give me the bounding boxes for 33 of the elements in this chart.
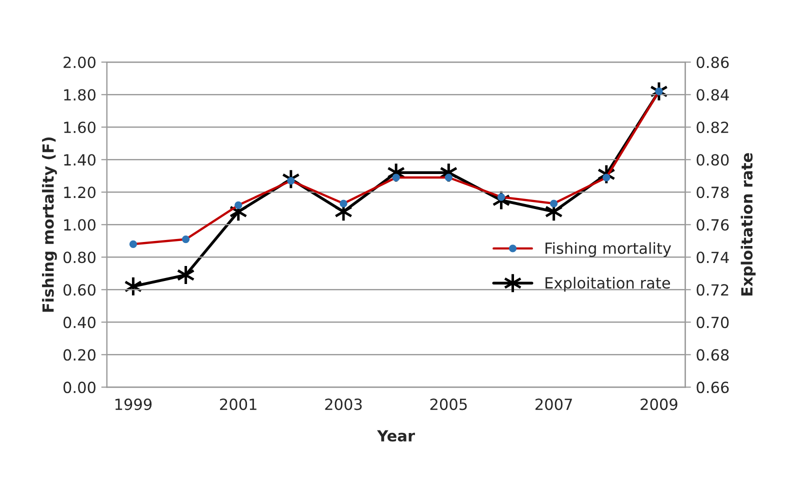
y-tick-label: 1.40 <box>64 154 96 166</box>
x-tick-label: 2009 <box>640 398 678 410</box>
x-axis-title: Year <box>377 430 415 442</box>
y-tick-label: 1.60 <box>64 122 96 134</box>
y-axis-title: Fishing mortality (F) <box>42 137 57 312</box>
y2-tick-label: 0.66 <box>696 382 729 394</box>
legend-label: Fishing mortality <box>546 242 672 257</box>
y-tick-label: 0.00 <box>63 382 96 394</box>
y-tick-label: 0.80 <box>63 252 96 264</box>
x-tick-label: 2007 <box>536 398 572 410</box>
y-tick-label: 1.00 <box>64 219 96 231</box>
y2-tick-label: 0.86 <box>696 56 729 68</box>
y2-tick-label: 0.80 <box>696 154 729 166</box>
y-tick-label: 1.80 <box>64 89 96 101</box>
y2-tick-label: 0.72 <box>696 284 728 296</box>
y2-tick-label: 0.76 <box>696 219 729 231</box>
y2-tick-label: 0.84 <box>696 89 729 101</box>
y-tick-label: 0.20 <box>63 349 96 361</box>
y2-tick-label: 0.70 <box>696 316 729 328</box>
y-tick-label: 0.60 <box>63 284 96 296</box>
y2-tick-label: 0.68 <box>696 349 729 361</box>
y-tick-label: 2.00 <box>64 56 96 68</box>
y2-axis-title: Exploitation rate <box>740 153 756 296</box>
y2-tick-label: 0.74 <box>696 252 729 264</box>
x-tick-label: 1999 <box>115 398 152 410</box>
y2-tick-label: 0.78 <box>696 186 729 198</box>
x-tick-label: 2005 <box>430 398 467 410</box>
legend-label: Exploitation rate <box>546 276 670 292</box>
y-tick-label: 0.40 <box>63 316 96 328</box>
y-tick-label: 1.20 <box>64 186 96 198</box>
x-tick-label: 2001 <box>220 398 256 410</box>
x-tick-label: 2003 <box>325 398 362 410</box>
y2-tick-label: 0.82 <box>696 122 728 134</box>
